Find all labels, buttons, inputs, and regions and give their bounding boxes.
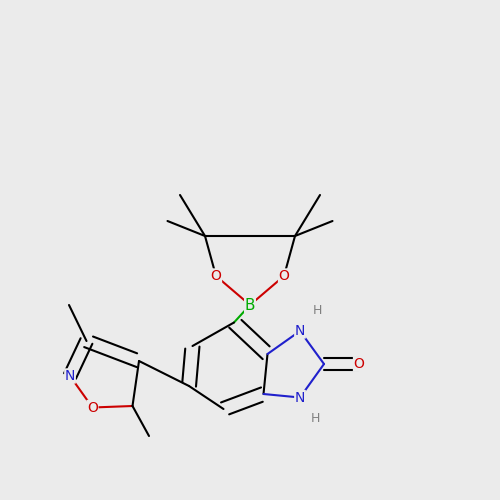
- Text: O: O: [87, 400, 98, 414]
- Text: O: O: [210, 269, 222, 283]
- Text: N: N: [65, 369, 75, 383]
- Text: H: H: [310, 412, 320, 425]
- Text: O: O: [278, 269, 289, 283]
- Text: N: N: [295, 390, 305, 404]
- Text: O: O: [354, 357, 364, 371]
- Text: B: B: [245, 298, 256, 312]
- Text: N: N: [295, 324, 305, 338]
- Text: H: H: [313, 304, 322, 316]
